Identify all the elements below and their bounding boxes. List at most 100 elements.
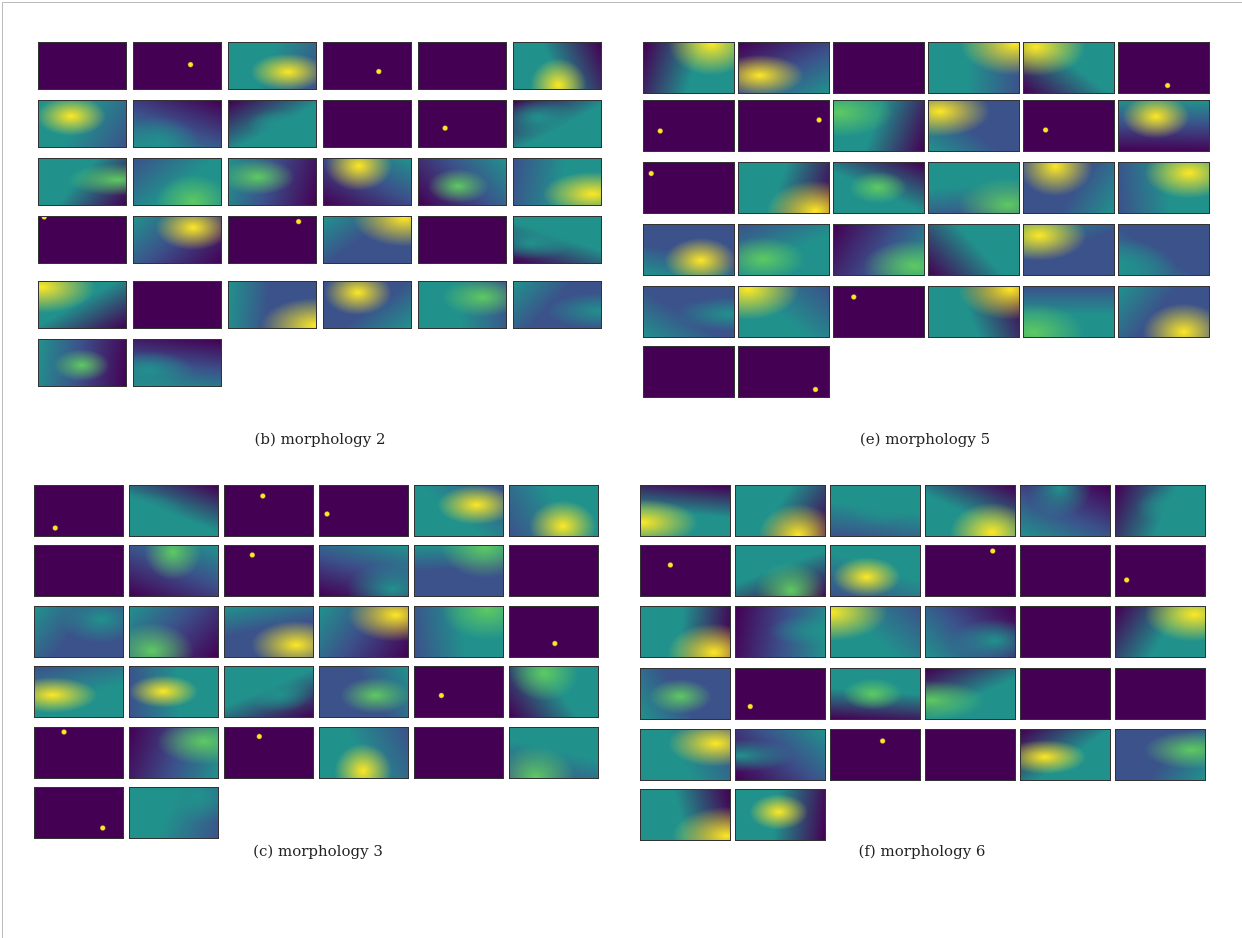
feature-map [735,485,826,537]
feature-map [1118,224,1210,276]
feature-map [928,42,1020,94]
feature-map [643,100,735,152]
feature-map [640,729,731,781]
feature-map [928,100,1020,152]
feature-map [738,286,830,338]
feature-map [129,787,219,839]
feature-map [414,485,504,537]
feature-map [830,545,921,597]
feature-map [414,727,504,779]
feature-map [228,158,317,206]
feature-map [833,42,925,94]
feature-map [513,158,602,206]
feature-map [228,100,317,148]
feature-map [928,162,1020,214]
feature-map [129,727,219,779]
feature-map [1023,100,1115,152]
feature-map [418,158,507,206]
feature-map [509,666,599,718]
feature-map [738,346,830,398]
feature-map [925,729,1016,781]
feature-map [1020,545,1111,597]
feature-map [38,42,127,90]
feature-map [509,606,599,658]
feature-map [323,216,412,264]
feature-map [1115,545,1206,597]
panel-caption: (f) morphology 6 [859,842,986,860]
feature-map [34,485,124,537]
feature-map [319,727,409,779]
feature-map [414,545,504,597]
feature-map [129,666,219,718]
feature-map [735,606,826,658]
feature-map [513,100,602,148]
feature-map [1118,286,1210,338]
feature-map [1023,224,1115,276]
feature-map [414,666,504,718]
feature-map [640,485,731,537]
feature-map [640,606,731,658]
feature-map [1118,100,1210,152]
feature-map [640,789,731,841]
feature-map [833,286,925,338]
feature-map [224,727,314,779]
feature-map [833,100,925,152]
feature-map [735,729,826,781]
feature-map [38,339,127,387]
feature-map [925,668,1016,720]
feature-map [643,162,735,214]
feature-map [830,729,921,781]
feature-map [513,42,602,90]
feature-map [34,545,124,597]
feature-map [1020,485,1111,537]
feature-map [129,545,219,597]
feature-map [643,42,735,94]
feature-map [1023,42,1115,94]
feature-map [643,346,735,398]
feature-map [224,545,314,597]
feature-map [323,42,412,90]
feature-map [418,216,507,264]
feature-map [418,42,507,90]
page: (b) morphology 2 (e) morphology 5 (c) mo… [0,0,1242,938]
feature-map [1118,42,1210,94]
feature-map [925,485,1016,537]
feature-map [133,339,222,387]
feature-map [38,216,127,264]
panel-caption: (e) morphology 5 [860,430,990,448]
feature-map [643,224,735,276]
feature-map [418,100,507,148]
feature-map [38,158,127,206]
feature-map [925,606,1016,658]
feature-map [925,545,1016,597]
feature-map [1020,606,1111,658]
feature-map [1118,162,1210,214]
feature-map [323,158,412,206]
feature-map [133,281,222,329]
feature-map [738,100,830,152]
feature-map [735,789,826,841]
feature-map [640,668,731,720]
feature-map [513,216,602,264]
feature-map [34,727,124,779]
feature-map [319,606,409,658]
feature-map [1023,286,1115,338]
feature-map [414,606,504,658]
panel-caption: (c) morphology 3 [253,842,383,860]
feature-map [738,224,830,276]
feature-map [129,606,219,658]
feature-map [833,162,925,214]
feature-map [129,485,219,537]
feature-map [928,224,1020,276]
feature-map [513,281,602,329]
feature-map [1115,729,1206,781]
feature-map [319,545,409,597]
feature-map [738,42,830,94]
feature-map [34,787,124,839]
feature-map [228,42,317,90]
feature-map [323,281,412,329]
feature-map [319,485,409,537]
feature-map [228,216,317,264]
feature-map [830,606,921,658]
feature-map [38,281,127,329]
